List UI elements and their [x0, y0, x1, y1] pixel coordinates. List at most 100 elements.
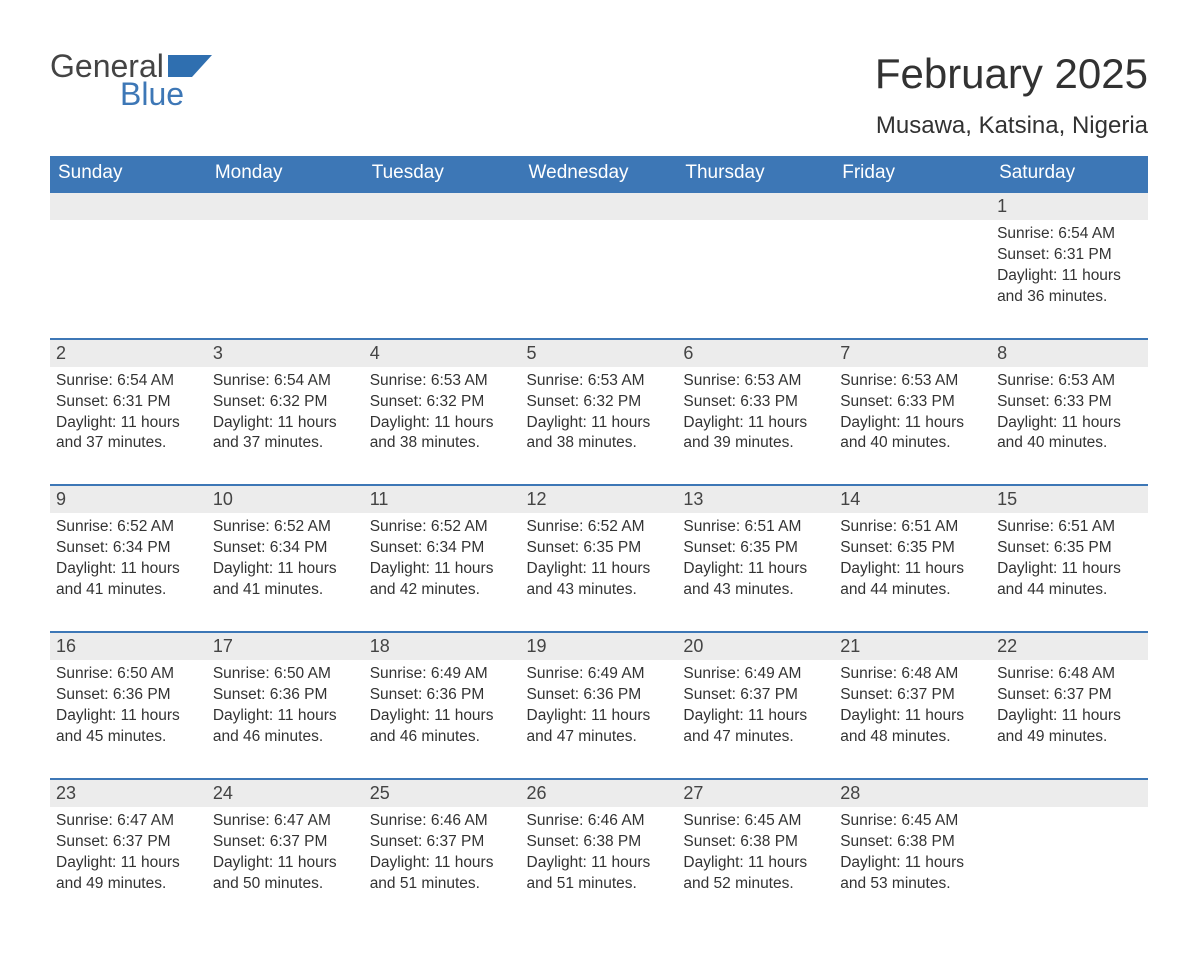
day-content-cell: Sunrise: 6:52 AMSunset: 6:34 PMDaylight:…	[207, 513, 364, 632]
day-sunset: Sunset: 6:37 PM	[683, 685, 826, 706]
day-dl2: and 38 minutes.	[370, 433, 513, 454]
day-number-cell: 24	[207, 779, 364, 807]
day-sunset: Sunset: 6:34 PM	[56, 538, 199, 559]
day-sunset: Sunset: 6:35 PM	[840, 538, 983, 559]
day-sunrise: Sunrise: 6:45 AM	[840, 811, 983, 832]
day-content-cell: Sunrise: 6:51 AMSunset: 6:35 PMDaylight:…	[677, 513, 834, 632]
day-number-cell: 1	[991, 192, 1148, 220]
day-sunrise: Sunrise: 6:48 AM	[997, 664, 1140, 685]
day-number-cell: 21	[834, 632, 991, 660]
day-header: Saturday	[991, 156, 1148, 192]
day-content-cell: Sunrise: 6:53 AMSunset: 6:32 PMDaylight:…	[364, 367, 521, 486]
day-sunset: Sunset: 6:36 PM	[213, 685, 356, 706]
day-sunset: Sunset: 6:31 PM	[997, 245, 1140, 266]
day-dl2: and 36 minutes.	[997, 287, 1140, 308]
day-content-cell: Sunrise: 6:52 AMSunset: 6:34 PMDaylight:…	[364, 513, 521, 632]
day-sunset: Sunset: 6:34 PM	[213, 538, 356, 559]
day-sunset: Sunset: 6:37 PM	[370, 832, 513, 853]
day-number-cell: 10	[207, 485, 364, 513]
day-content-cell	[834, 220, 991, 339]
day-sunset: Sunset: 6:35 PM	[527, 538, 670, 559]
day-sunrise: Sunrise: 6:47 AM	[213, 811, 356, 832]
day-number-cell: 25	[364, 779, 521, 807]
daynum-row: 9101112131415	[50, 485, 1148, 513]
daynum-row: 2345678	[50, 339, 1148, 367]
day-sunrise: Sunrise: 6:54 AM	[213, 371, 356, 392]
day-dl1: Daylight: 11 hours	[213, 853, 356, 874]
day-dl1: Daylight: 11 hours	[997, 266, 1140, 287]
calendar-page: General Blue February 2025 Musawa, Katsi…	[0, 0, 1188, 964]
day-number-cell: 13	[677, 485, 834, 513]
day-content-cell: Sunrise: 6:47 AMSunset: 6:37 PMDaylight:…	[207, 807, 364, 925]
day-sunrise: Sunrise: 6:51 AM	[997, 517, 1140, 538]
day-dl2: and 49 minutes.	[997, 727, 1140, 748]
day-dl2: and 41 minutes.	[213, 580, 356, 601]
day-content-cell: Sunrise: 6:46 AMSunset: 6:37 PMDaylight:…	[364, 807, 521, 925]
day-dl1: Daylight: 11 hours	[527, 559, 670, 580]
day-dl1: Daylight: 11 hours	[56, 559, 199, 580]
day-content-cell: Sunrise: 6:50 AMSunset: 6:36 PMDaylight:…	[207, 660, 364, 779]
day-number-cell: 20	[677, 632, 834, 660]
content-row: Sunrise: 6:54 AMSunset: 6:31 PMDaylight:…	[50, 220, 1148, 339]
daynum-row: 1	[50, 192, 1148, 220]
day-sunrise: Sunrise: 6:54 AM	[56, 371, 199, 392]
day-dl2: and 52 minutes.	[683, 874, 826, 895]
day-content-cell: Sunrise: 6:45 AMSunset: 6:38 PMDaylight:…	[834, 807, 991, 925]
day-dl1: Daylight: 11 hours	[213, 413, 356, 434]
day-dl1: Daylight: 11 hours	[997, 413, 1140, 434]
day-dl2: and 44 minutes.	[840, 580, 983, 601]
day-dl1: Daylight: 11 hours	[683, 706, 826, 727]
day-sunset: Sunset: 6:36 PM	[370, 685, 513, 706]
day-sunrise: Sunrise: 6:53 AM	[527, 371, 670, 392]
day-dl2: and 40 minutes.	[840, 433, 983, 454]
day-sunset: Sunset: 6:37 PM	[56, 832, 199, 853]
day-number-cell: 3	[207, 339, 364, 367]
day-sunrise: Sunrise: 6:50 AM	[213, 664, 356, 685]
day-sunset: Sunset: 6:34 PM	[370, 538, 513, 559]
day-number-cell: 18	[364, 632, 521, 660]
day-number-cell: 22	[991, 632, 1148, 660]
day-header-row: Sunday Monday Tuesday Wednesday Thursday…	[50, 156, 1148, 192]
calendar-table: Sunday Monday Tuesday Wednesday Thursday…	[50, 156, 1148, 924]
month-title: February 2025	[875, 50, 1148, 98]
day-header: Thursday	[677, 156, 834, 192]
day-content-cell: Sunrise: 6:52 AMSunset: 6:34 PMDaylight:…	[50, 513, 207, 632]
day-number-cell: 28	[834, 779, 991, 807]
day-content-cell: Sunrise: 6:49 AMSunset: 6:36 PMDaylight:…	[364, 660, 521, 779]
day-sunset: Sunset: 6:37 PM	[213, 832, 356, 853]
day-dl1: Daylight: 11 hours	[56, 706, 199, 727]
day-dl1: Daylight: 11 hours	[527, 413, 670, 434]
day-number-cell: 8	[991, 339, 1148, 367]
day-number-cell	[834, 192, 991, 220]
day-dl1: Daylight: 11 hours	[213, 559, 356, 580]
day-sunset: Sunset: 6:35 PM	[997, 538, 1140, 559]
day-content-cell	[677, 220, 834, 339]
day-sunrise: Sunrise: 6:50 AM	[56, 664, 199, 685]
day-content-cell: Sunrise: 6:50 AMSunset: 6:36 PMDaylight:…	[50, 660, 207, 779]
day-number-cell: 27	[677, 779, 834, 807]
day-dl1: Daylight: 11 hours	[840, 853, 983, 874]
day-sunrise: Sunrise: 6:52 AM	[527, 517, 670, 538]
day-header: Wednesday	[521, 156, 678, 192]
day-sunset: Sunset: 6:32 PM	[370, 392, 513, 413]
day-dl2: and 39 minutes.	[683, 433, 826, 454]
day-dl1: Daylight: 11 hours	[840, 559, 983, 580]
day-number-cell	[521, 192, 678, 220]
day-sunset: Sunset: 6:32 PM	[527, 392, 670, 413]
day-sunset: Sunset: 6:38 PM	[527, 832, 670, 853]
day-dl2: and 38 minutes.	[527, 433, 670, 454]
day-dl2: and 43 minutes.	[527, 580, 670, 601]
day-sunrise: Sunrise: 6:45 AM	[683, 811, 826, 832]
day-sunrise: Sunrise: 6:51 AM	[840, 517, 983, 538]
title-area: February 2025 Musawa, Katsina, Nigeria	[875, 50, 1148, 150]
day-dl2: and 47 minutes.	[683, 727, 826, 748]
day-sunrise: Sunrise: 6:49 AM	[370, 664, 513, 685]
location-label: Musawa, Katsina, Nigeria	[875, 112, 1148, 140]
day-sunrise: Sunrise: 6:49 AM	[527, 664, 670, 685]
day-number-cell	[364, 192, 521, 220]
day-sunrise: Sunrise: 6:53 AM	[840, 371, 983, 392]
header: General Blue February 2025 Musawa, Katsi…	[50, 50, 1148, 150]
day-sunset: Sunset: 6:33 PM	[840, 392, 983, 413]
logo-flag-icon	[168, 51, 212, 77]
day-sunrise: Sunrise: 6:49 AM	[683, 664, 826, 685]
